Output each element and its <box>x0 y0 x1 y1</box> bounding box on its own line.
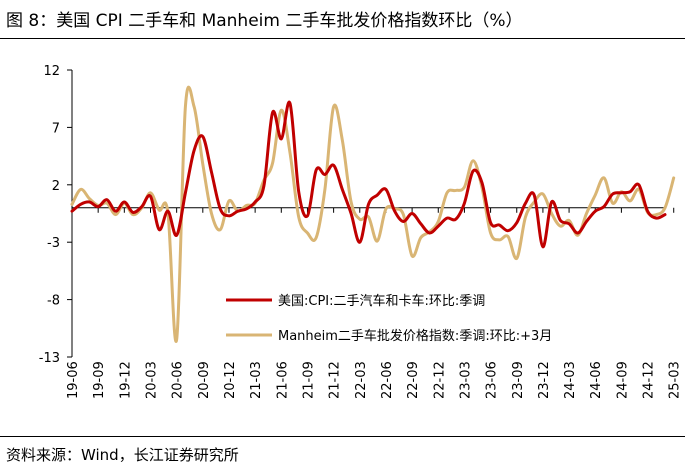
chart-title: 图 8：美国 CPI 二手车和 Manheim 二手车批发价格指数环比（%） <box>6 11 523 31</box>
x-tick-label: 24-09 <box>615 361 630 399</box>
x-tick-label: 21-06 <box>275 361 290 399</box>
x-tick-label: 22-06 <box>380 361 395 399</box>
x-tick-label: 22-03 <box>354 361 369 399</box>
x-tick-label: 24-03 <box>563 361 578 399</box>
source-note: 资料来源：Wind，长江证券研究所 <box>6 446 239 464</box>
x-tick-label: 20-12 <box>223 361 238 399</box>
x-tick-label: 22-12 <box>432 361 447 399</box>
x-tick-label: 19-12 <box>118 361 133 399</box>
y-tick-label: 7 <box>52 121 60 136</box>
x-tick-label: 19-09 <box>92 361 107 399</box>
x-tick-label: 20-06 <box>171 361 186 399</box>
x-tick-label: 23-09 <box>511 361 526 399</box>
x-tick-label: 25-03 <box>668 361 683 399</box>
y-axis: 12 7 2 -3 -8 -13 <box>39 64 73 366</box>
legend-item-cpi: 美国:CPI:二手汽车和卡车:环比:季调 <box>226 293 485 309</box>
x-tick-label: 23-03 <box>458 361 473 399</box>
x-tick-label: 20-03 <box>144 361 159 399</box>
legend-item-manheim: Manheim二手车批发价格指数:季调:环比:+3月 <box>226 328 552 344</box>
x-tick-label: 22-09 <box>406 361 421 399</box>
x-tick-label: 24-12 <box>642 361 657 399</box>
series-line-cpi <box>70 100 667 249</box>
x-tick-label: 23-12 <box>537 361 552 399</box>
x-tick-label: 21-12 <box>328 361 343 399</box>
y-tick-label: -8 <box>47 294 60 309</box>
x-axis: 19-06 19-09 19-12 20-03 20-06 20-09 20-12 21-03… <box>66 207 683 399</box>
y-tick-label: -13 <box>39 351 60 366</box>
x-tick-label: 23-06 <box>485 361 500 399</box>
x-tick-label: 19-06 <box>66 361 81 399</box>
line-chart: 12 7 2 -3 -8 -13 19-06 19-09 19-12 20-03 20-06 20-… <box>39 64 683 399</box>
y-tick-label: -3 <box>47 236 60 251</box>
x-tick-label: 21-03 <box>249 361 264 399</box>
x-tick-label: 21-09 <box>301 361 316 399</box>
series-layer <box>70 85 676 343</box>
legend: 美国:CPI:二手汽车和卡车:环比:季调 Manheim二手车批发价格指数:季调:… <box>226 293 552 344</box>
x-tick-label: 24-06 <box>589 361 604 399</box>
y-tick-label: 12 <box>43 64 60 79</box>
legend-label: 美国:CPI:二手汽车和卡车:环比:季调 <box>278 293 485 309</box>
title-rule <box>0 38 685 39</box>
x-tick-label: 20-09 <box>197 361 212 399</box>
y-tick-label: 2 <box>52 179 60 194</box>
legend-label: Manheim二手车批发价格指数:季调:环比:+3月 <box>278 328 552 344</box>
footer-rule <box>0 436 685 437</box>
